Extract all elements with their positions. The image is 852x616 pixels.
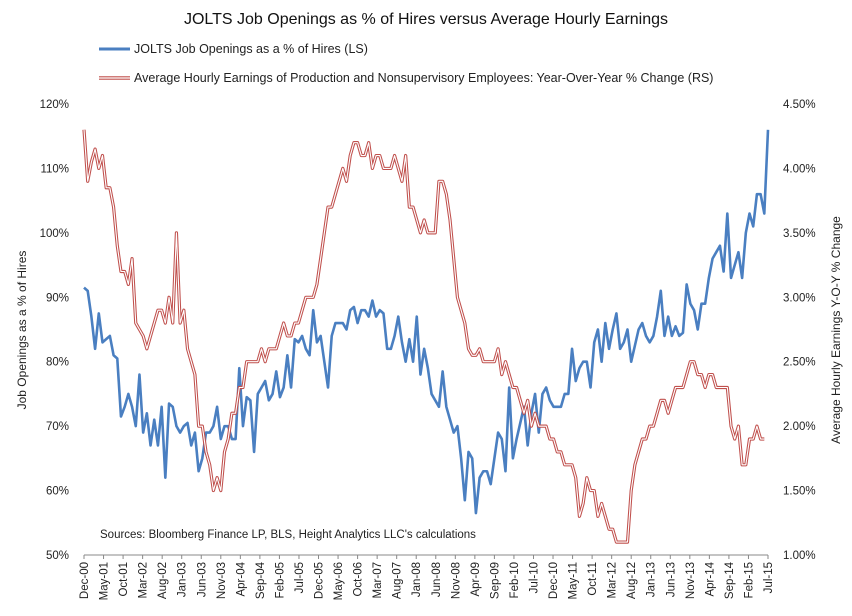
x-tick-label: Feb-15 xyxy=(743,562,755,598)
x-tick-label: Jul-15 xyxy=(763,562,775,593)
x-tick-label: Aug-02 xyxy=(157,562,169,599)
x-tick-label: Jan-13 xyxy=(646,562,658,597)
right-tick-label: 1.50% xyxy=(783,486,816,498)
x-tick-label: Jan-08 xyxy=(411,562,423,597)
left-axis-title: Job Openings as a % of Hires xyxy=(15,251,29,410)
source-note: Sources: Bloomberg Finance LP, BLS, Heig… xyxy=(100,529,476,541)
left-tick-label: 90% xyxy=(46,292,69,304)
x-tick-label: May-11 xyxy=(568,562,580,600)
legend: JOLTS Job Openings as a % of Hires (LS) … xyxy=(99,42,713,85)
legend-label-jolts: JOLTS Job Openings as a % of Hires (LS) xyxy=(134,42,368,56)
x-tick-label: Dec-05 xyxy=(314,562,326,599)
left-tick-label: 70% xyxy=(46,421,69,433)
x-tick-label: Sep-04 xyxy=(255,561,267,599)
x-tick-label: Aug-07 xyxy=(392,562,404,599)
x-tick-label: Oct-06 xyxy=(353,562,365,597)
x-tick-label: May-06 xyxy=(333,562,345,600)
x-tick-label: Mar-12 xyxy=(607,562,619,598)
x-tick-label: Mar-07 xyxy=(372,562,384,598)
right-tick-label: 2.00% xyxy=(783,421,816,433)
x-tick-label: Nov-08 xyxy=(450,562,462,599)
x-tick-label: Jan-03 xyxy=(177,562,189,597)
x-tick-label: Jun-03 xyxy=(196,562,208,597)
left-tick-label: 120% xyxy=(40,99,69,111)
x-tick-label: Aug-12 xyxy=(626,562,638,599)
left-tick-label: 110% xyxy=(40,163,69,175)
x-axis: Dec-00 May-01 Oct-01 Mar-02 Aug-02 Jan-03 Jun-… xyxy=(79,555,775,600)
series-line-earnings-inner xyxy=(83,129,765,543)
chart-title: JOLTS Job Openings as % of Hires versus … xyxy=(184,11,668,28)
x-tick-label: Feb-10 xyxy=(509,562,521,598)
right-tick-label: 3.50% xyxy=(783,228,816,240)
x-tick-label: Sep-09 xyxy=(489,562,501,599)
right-axis-title: Average Hourly Earnings Y-O-Y % Change xyxy=(829,216,843,444)
series-layer xyxy=(82,129,770,544)
x-tick-label: Jun-08 xyxy=(431,562,443,597)
right-tick-label: 2.50% xyxy=(783,357,816,369)
x-tick-label: Mar-02 xyxy=(138,562,150,598)
left-tick-label: 60% xyxy=(46,486,69,498)
x-tick-label: Sep-14 xyxy=(724,561,736,599)
series-line-jolts xyxy=(83,129,770,515)
x-tick-label: Nov-13 xyxy=(685,562,697,599)
right-tick-label: 4.50% xyxy=(783,99,816,111)
x-tick-label: Apr-14 xyxy=(704,561,716,596)
right-tick-label: 4.00% xyxy=(783,163,816,175)
x-tick-label: Dec-10 xyxy=(548,562,560,599)
x-tick-label: Feb-05 xyxy=(274,562,286,598)
x-tick-label: Jul-10 xyxy=(528,562,540,593)
right-axis: 1.00% 1.50% 2.00% 2.50% 3.00% 3.50% 4.00% 4.50% xyxy=(783,99,816,562)
x-tick-label: Nov-03 xyxy=(216,562,228,599)
x-tick-label: May-01 xyxy=(99,562,111,600)
x-tick-label: Apr-04 xyxy=(235,561,247,596)
x-tick-label: Jul-05 xyxy=(294,562,306,593)
right-tick-label: 3.00% xyxy=(783,292,816,304)
x-tick-label: Oct-11 xyxy=(587,562,599,596)
legend-label-earnings: Average Hourly Earnings of Production an… xyxy=(134,71,713,85)
left-tick-label: 80% xyxy=(46,357,69,369)
left-axis: 50% 60% 70% 80% 90% 100% 110% 120% xyxy=(40,99,69,562)
x-tick-label: Apr-09 xyxy=(470,562,482,597)
right-tick-label: 1.00% xyxy=(783,550,816,562)
x-tick-label: Jun-13 xyxy=(665,562,677,597)
left-tick-label: 100% xyxy=(40,228,69,240)
x-tick-label: Dec-00 xyxy=(79,562,91,599)
left-tick-label: 50% xyxy=(46,550,69,562)
x-tick-label: Oct-01 xyxy=(118,562,130,597)
